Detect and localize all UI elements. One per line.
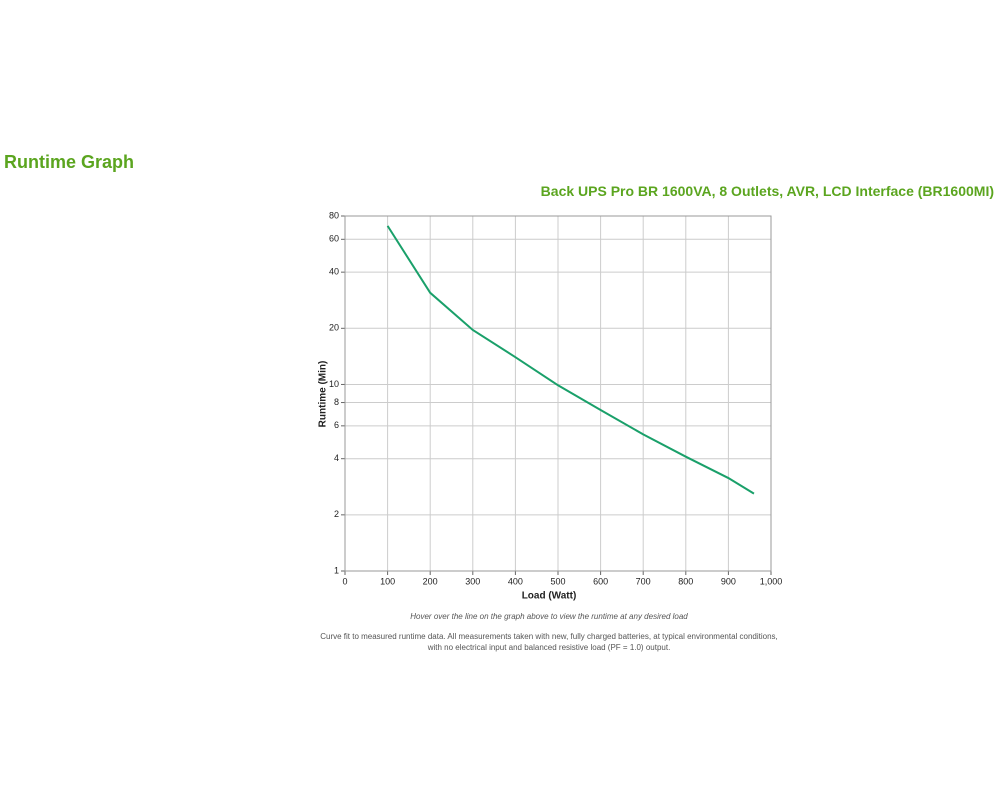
x-tick-label: 0 (342, 576, 347, 586)
y-tick-label: 4 (334, 453, 339, 463)
y-tick-label: 10 (329, 379, 339, 389)
x-tick-label: 600 (593, 576, 608, 586)
x-tick-label: 700 (636, 576, 651, 586)
x-tick-label: 300 (465, 576, 480, 586)
y-tick-label: 20 (329, 323, 339, 333)
x-tick-label: 900 (721, 576, 736, 586)
runtime-line (386, 225, 755, 495)
y-tick-label: 1 (334, 565, 339, 575)
footnote: Curve fit to measured runtime data. All … (320, 632, 778, 652)
x-axis-label: Load (Watt) (522, 591, 577, 602)
y-tick-label: 60 (329, 234, 339, 244)
y-tick-label: 2 (334, 509, 339, 519)
y-axis-label: Runtime (Min) (318, 361, 329, 428)
x-tick-label: 200 (423, 576, 438, 586)
x-tick-label: 400 (508, 576, 523, 586)
x-tick-label: 1,000 (760, 576, 783, 586)
x-tick-label: 800 (678, 576, 693, 586)
x-tick-label: 100 (380, 576, 395, 586)
y-tick-label: 8 (334, 397, 339, 407)
chart-title: Back UPS Pro BR 1600VA, 8 Outlets, AVR, … (540, 183, 994, 199)
page-heading: Runtime Graph (4, 152, 135, 172)
x-tick-label: 500 (550, 576, 565, 586)
plot-border (344, 215, 772, 572)
y-tick-label: 40 (329, 267, 339, 277)
y-tick-label: 6 (334, 420, 339, 430)
y-tick-label: 80 (329, 210, 339, 220)
hover-note: Hover over the line on the graph above t… (410, 612, 688, 621)
